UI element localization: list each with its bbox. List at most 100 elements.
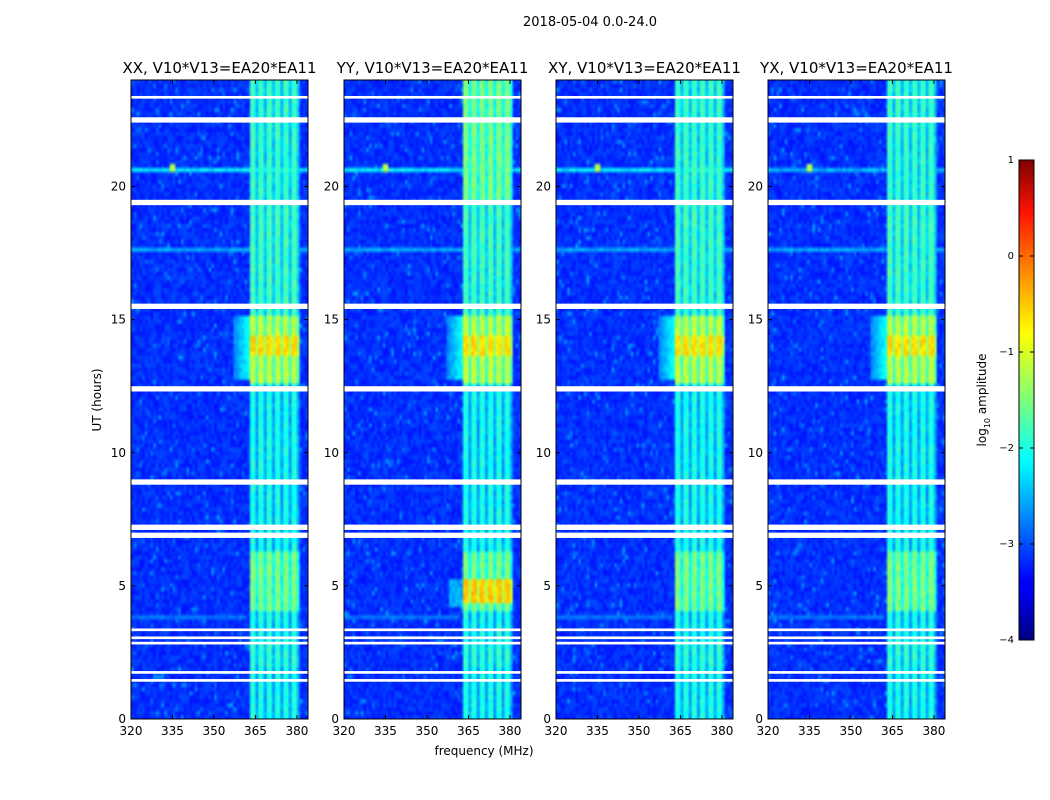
flagged-gap-band — [344, 117, 521, 123]
x-tick-label: 320 — [333, 724, 356, 738]
flagged-gap-band — [344, 532, 521, 538]
y-tick-label: 20 — [748, 180, 763, 194]
x-tick-label: 380 — [710, 724, 733, 738]
flagged-gap-band — [768, 524, 945, 530]
colorbar-tick-label: 0 — [1008, 251, 1014, 262]
flagged-gap-band — [131, 532, 308, 538]
colorbar-label: log10 amplitude — [975, 354, 992, 447]
y-tick-label: 15 — [536, 313, 551, 327]
flagged-gap-band — [768, 199, 945, 206]
colorbar-ticks: 1 0 −1 −2 −3 −4 — [999, 155, 1034, 646]
flagged-gap-band — [768, 679, 945, 682]
spectrogram-image — [556, 80, 733, 719]
x-tick-label: 350 — [628, 724, 651, 738]
panel-frame — [555, 79, 734, 720]
x-tick-label: 335 — [374, 724, 397, 738]
flagged-gap-band — [131, 95, 308, 99]
x-tick-label: 365 — [669, 724, 692, 738]
flagged-gap-band — [131, 641, 308, 645]
x-tick-label: 365 — [457, 724, 480, 738]
flagged-gap-band — [556, 386, 733, 392]
panel-title: YX, V10*V13=EA20*EA11 — [759, 59, 953, 77]
flagged-gap-band — [556, 479, 733, 485]
y-tick-label: 10 — [324, 446, 339, 460]
y-tick-label: 15 — [111, 313, 126, 327]
flagged-gap-band — [556, 95, 733, 99]
x-tick-label: 335 — [798, 724, 821, 738]
x-tick-label: 350 — [203, 724, 226, 738]
y-tick-label: 5 — [755, 579, 763, 593]
flagged-gap-band — [556, 117, 733, 123]
flagged-gap-band — [344, 628, 521, 632]
x-tick-label: 320 — [545, 724, 568, 738]
y-tick-label: 10 — [111, 446, 126, 460]
x-tick-label: 335 — [161, 724, 184, 738]
y-tick-label: 20 — [324, 180, 339, 194]
y-tick-label: 5 — [543, 579, 551, 593]
flagged-gap-band — [556, 641, 733, 645]
flagged-gap-band — [768, 641, 945, 645]
flagged-gap-band — [131, 117, 308, 123]
panel-frame — [343, 79, 522, 720]
flagged-gap-band — [344, 386, 521, 392]
flagged-gap-band — [131, 386, 308, 392]
panel-title: XX, V10*V13=EA20*EA11 — [122, 59, 316, 77]
panel-frame — [767, 79, 946, 720]
colorbar-tick-label: −1 — [999, 347, 1014, 358]
flagged-gap-band — [768, 479, 945, 485]
colorbar-tick-label: −4 — [999, 635, 1014, 646]
x-tick-label: 380 — [498, 724, 521, 738]
flagged-gap-band — [344, 641, 521, 645]
flagged-gap-band — [768, 386, 945, 392]
flagged-gap-band — [344, 636, 521, 640]
spectrogram-image — [131, 80, 308, 719]
y-tick-label: 5 — [331, 579, 339, 593]
y-tick-label: 0 — [543, 712, 551, 726]
y-tick-label: 15 — [324, 313, 339, 327]
flagged-gap-band — [556, 532, 733, 538]
flagged-gap-band — [344, 95, 521, 99]
flagged-gap-band — [556, 679, 733, 682]
colorbar-tick-label: −3 — [999, 539, 1014, 550]
flagged-gap-band — [556, 628, 733, 632]
colorbar: 1 0 −1 −2 −3 −4 log10 amplitude — [975, 155, 1035, 646]
y-tick-label: 0 — [755, 712, 763, 726]
figure-suptitle: 2018-05-04 0.0-24.0 — [523, 15, 657, 30]
flagged-gap-band — [768, 117, 945, 123]
y-tick-label: 15 — [748, 313, 763, 327]
flagged-gap-band — [556, 671, 733, 674]
colorbar-tick-label: −2 — [999, 443, 1014, 454]
x-tick-label: 350 — [416, 724, 439, 738]
x-axis-label: frequency (MHz) — [434, 744, 533, 758]
x-tick-label: 365 — [244, 724, 267, 738]
panel-frame — [130, 79, 309, 720]
panel-title: YY, V10*V13=EA20*EA11 — [336, 59, 529, 77]
flagged-gap-band — [768, 671, 945, 674]
flagged-gap-band — [768, 532, 945, 538]
panel-title: XY, V10*V13=EA20*EA11 — [548, 59, 741, 77]
flagged-gap-band — [131, 479, 308, 485]
flagged-gap-band — [556, 199, 733, 206]
flagged-gap-band — [344, 524, 521, 530]
flagged-gap-band — [131, 303, 308, 309]
flagged-gap-band — [131, 679, 308, 682]
panel-2: YY, V10*V13=EA20*EA11 320 335 350 365 380 0 5 10… — [324, 59, 529, 738]
y-tick-label: 0 — [118, 712, 126, 726]
spectrogram-image — [768, 80, 945, 719]
y-tick-label: 20 — [536, 180, 551, 194]
x-tick-label: 320 — [757, 724, 780, 738]
flagged-gap-band — [131, 199, 308, 206]
flagged-gap-band — [344, 303, 521, 309]
y-tick-label: 0 — [331, 712, 339, 726]
y-tick-label: 20 — [111, 180, 126, 194]
colorbar-tick-label: 1 — [1008, 155, 1014, 166]
flagged-gap-band — [768, 303, 945, 309]
panel-4: YX, V10*V13=EA20*EA11 320 335 350 365 380 0 5 10… — [748, 59, 953, 738]
y-axis-label: UT (hours) — [90, 368, 104, 431]
y-tick-label: 10 — [536, 446, 551, 460]
flagged-gap-band — [131, 628, 308, 632]
panel-3: XY, V10*V13=EA20*EA11 320 335 350 365 380 0 5 10… — [536, 59, 741, 738]
colorbar-gradient — [1018, 159, 1035, 641]
flagged-gap-band — [556, 303, 733, 309]
